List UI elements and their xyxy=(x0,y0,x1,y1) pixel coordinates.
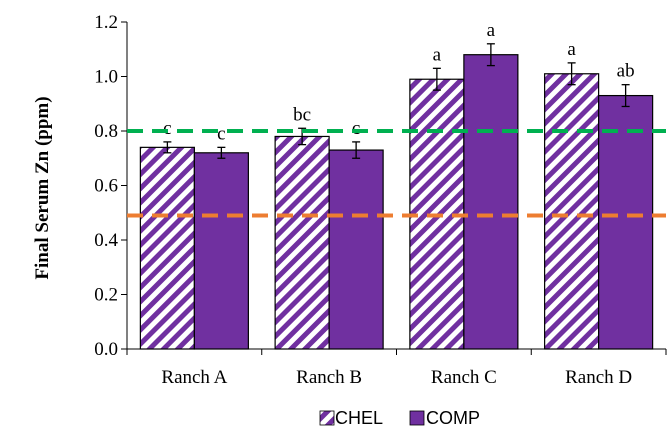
bars: c c bc c a a a ab xyxy=(139,20,654,350)
bar-comp xyxy=(598,94,654,350)
legend: CHEL COMP xyxy=(319,408,480,428)
significance-label: c xyxy=(352,118,360,139)
y-tick-label: 0.8 xyxy=(94,121,118,142)
y-axis-label: Final Serum Zn (ppm) xyxy=(32,96,53,279)
bar-comp xyxy=(463,54,519,350)
significance-label: a xyxy=(487,20,496,41)
bar-chel xyxy=(544,73,600,350)
bar-comp xyxy=(193,152,249,350)
significance-label: a xyxy=(433,44,442,65)
y-tick-label: 0.0 xyxy=(94,339,118,360)
bar-comp xyxy=(328,149,384,350)
y-tick-label: 0.6 xyxy=(94,176,118,197)
legend-swatch-comp xyxy=(409,410,425,426)
significance-label: bc xyxy=(293,104,311,125)
bar-chel xyxy=(139,146,195,350)
y-tick-label: 0.4 xyxy=(94,230,118,251)
significance-label: c xyxy=(217,123,225,144)
category-label: Ranch B xyxy=(296,367,362,388)
legend-label-chel: CHEL xyxy=(335,408,383,428)
category-label: Ranch A xyxy=(161,367,227,388)
significance-label: ab xyxy=(617,61,635,82)
legend-label-comp: COMP xyxy=(426,408,480,428)
category-label: Ranch C xyxy=(431,367,497,388)
reference-lines xyxy=(127,129,666,218)
axes xyxy=(126,22,667,355)
bar-chel xyxy=(274,135,330,350)
significance-label: c xyxy=(163,118,171,139)
y-axis-ticks: 0.0 0.2 0.4 0.6 0.8 1.0 1.2 xyxy=(94,12,127,360)
category-labels: Ranch A Ranch B Ranch C Ranch D xyxy=(161,367,632,388)
y-tick-label: 0.2 xyxy=(94,285,118,306)
y-tick-label: 1.2 xyxy=(94,12,118,33)
legend-swatch-chel xyxy=(319,410,335,426)
significance-label: a xyxy=(567,39,576,60)
y-tick-label: 1.0 xyxy=(94,67,118,88)
category-label: Ranch D xyxy=(565,367,632,388)
